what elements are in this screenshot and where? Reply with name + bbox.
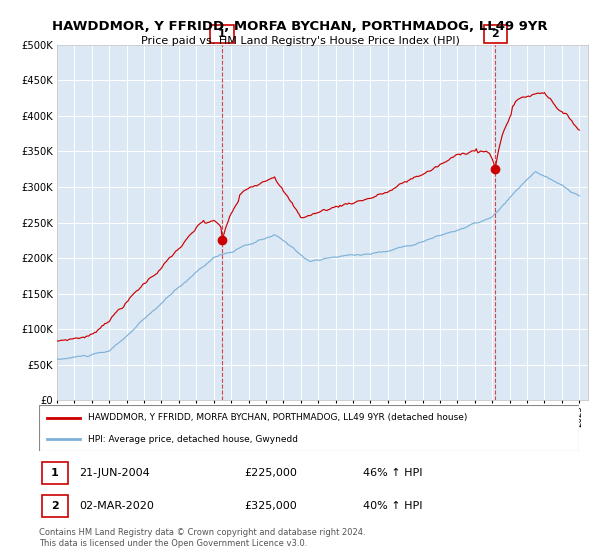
Text: Contains HM Land Registry data © Crown copyright and database right 2024.: Contains HM Land Registry data © Crown c… <box>39 528 365 536</box>
Text: 2: 2 <box>51 501 59 511</box>
Text: Price paid vs. HM Land Registry's House Price Index (HPI): Price paid vs. HM Land Registry's House … <box>140 36 460 46</box>
Text: 40% ↑ HPI: 40% ↑ HPI <box>363 501 422 511</box>
Text: 02-MAR-2020: 02-MAR-2020 <box>79 501 154 511</box>
FancyBboxPatch shape <box>39 405 579 451</box>
Text: 1: 1 <box>51 468 59 478</box>
Text: 1: 1 <box>218 29 226 39</box>
Text: HPI: Average price, detached house, Gwynedd: HPI: Average price, detached house, Gwyn… <box>88 435 298 444</box>
Text: This data is licensed under the Open Government Licence v3.0.: This data is licensed under the Open Gov… <box>39 539 307 548</box>
Text: HAWDDMOR, Y FFRIDD, MORFA BYCHAN, PORTHMADOG, LL49 9YR: HAWDDMOR, Y FFRIDD, MORFA BYCHAN, PORTHM… <box>52 20 548 32</box>
FancyBboxPatch shape <box>42 495 68 517</box>
Text: HAWDDMOR, Y FFRIDD, MORFA BYCHAN, PORTHMADOG, LL49 9YR (detached house): HAWDDMOR, Y FFRIDD, MORFA BYCHAN, PORTHM… <box>88 413 467 422</box>
FancyBboxPatch shape <box>42 462 68 484</box>
FancyBboxPatch shape <box>484 25 507 43</box>
Text: 2: 2 <box>491 29 499 39</box>
Text: 46% ↑ HPI: 46% ↑ HPI <box>363 468 422 478</box>
Text: £325,000: £325,000 <box>244 501 297 511</box>
Text: 21-JUN-2004: 21-JUN-2004 <box>79 468 150 478</box>
Text: £225,000: £225,000 <box>244 468 297 478</box>
FancyBboxPatch shape <box>210 25 233 43</box>
